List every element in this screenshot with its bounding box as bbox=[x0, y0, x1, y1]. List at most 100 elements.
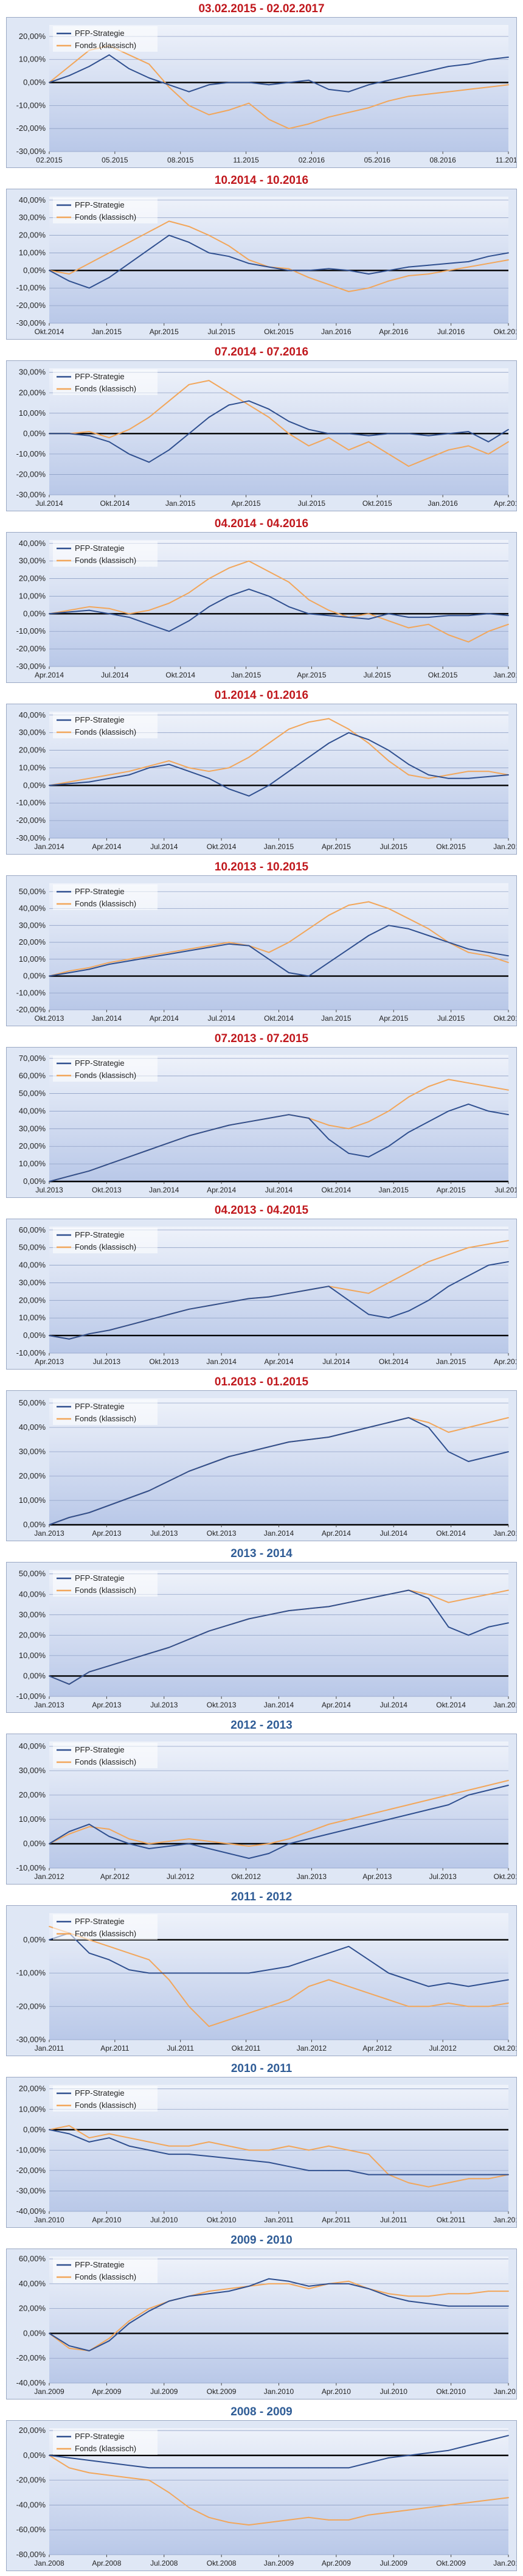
data-point bbox=[248, 1451, 250, 1452]
data-point bbox=[508, 441, 509, 443]
legend-box bbox=[53, 541, 158, 567]
series-line-pfp-strategie bbox=[49, 400, 509, 463]
data-point bbox=[248, 102, 250, 104]
chart-panel: 2008 - 2009 20,00% 0,00% -20,00% -40,00% -60,… bbox=[0, 2404, 523, 2574]
x-tick-label: Okt.2013 bbox=[207, 1701, 237, 1709]
x-tick-label: Jan.2016 bbox=[493, 842, 516, 851]
data-point bbox=[228, 1972, 230, 1974]
data-point bbox=[368, 1314, 370, 1315]
y-tick-label: -30,00% bbox=[16, 490, 46, 499]
data-point bbox=[168, 1972, 170, 1974]
data-point bbox=[288, 1999, 289, 2001]
x-tick-label: Jan.2011 bbox=[35, 2044, 64, 2053]
data-point bbox=[428, 1594, 429, 1595]
data-point bbox=[448, 1079, 449, 1080]
data-point bbox=[508, 615, 509, 617]
data-point bbox=[428, 1086, 429, 1087]
series-line-pfp-strategie bbox=[49, 1785, 509, 1859]
data-point bbox=[128, 774, 130, 775]
data-point bbox=[508, 1114, 509, 1116]
series-line-fonds-klassisch bbox=[49, 560, 509, 643]
data-point bbox=[468, 1634, 469, 1636]
data-point bbox=[388, 620, 389, 621]
series-line-pfp-strategie bbox=[49, 1589, 509, 1685]
data-point bbox=[248, 945, 250, 947]
x-tick-label: Jul.2016 bbox=[437, 327, 465, 336]
y-tick-label: 20,00% bbox=[19, 1141, 46, 1150]
x-tick-label: Apr.2010 bbox=[92, 2216, 121, 2224]
y-tick-label: 50,00% bbox=[19, 1569, 46, 1578]
legend-label: PFP-Strategie bbox=[75, 1059, 125, 1068]
data-point bbox=[428, 2174, 429, 2175]
data-point bbox=[407, 433, 409, 435]
data-point bbox=[488, 256, 490, 257]
y-tick-label: 50,00% bbox=[19, 1089, 46, 1098]
y-tick-label: 0,00% bbox=[23, 780, 46, 789]
data-point bbox=[128, 1838, 130, 1839]
x-tick-label: Jul.2014 bbox=[207, 1014, 235, 1023]
chart-title: 10.2013 - 10.2015 bbox=[214, 861, 309, 873]
series-line-pfp-strategie bbox=[49, 2278, 508, 2351]
data-point bbox=[188, 767, 190, 769]
data-point bbox=[508, 252, 509, 254]
x-tick-label: Okt.2015 bbox=[362, 499, 392, 508]
data-point bbox=[228, 245, 230, 247]
data-point bbox=[228, 256, 230, 257]
data-point bbox=[468, 88, 469, 90]
data-point bbox=[288, 82, 289, 83]
data-point bbox=[208, 2026, 210, 2028]
data-point bbox=[348, 2519, 350, 2521]
data-point bbox=[488, 2178, 490, 2180]
data-point bbox=[168, 1979, 170, 1981]
chart-panel: 2012 - 2013 40,00% 30,00% 20,00% 10,00% 0,00%… bbox=[0, 1718, 523, 1887]
data-point bbox=[328, 433, 330, 435]
chart-frame: 50,00% 40,00% 30,00% 20,00% 10,00% 0,00% -10,0… bbox=[6, 875, 517, 1026]
data-point bbox=[228, 1624, 230, 1626]
data-point bbox=[388, 2457, 389, 2459]
y-tick-label: 50,00% bbox=[19, 1243, 46, 1252]
legend-label: Fonds (klassisch) bbox=[75, 41, 136, 50]
x-tick-label: Apr.2014 bbox=[150, 1014, 179, 1023]
data-point bbox=[49, 2333, 50, 2334]
data-point bbox=[108, 441, 110, 443]
data-point bbox=[328, 88, 330, 90]
data-point bbox=[308, 270, 310, 271]
data-point bbox=[508, 623, 509, 625]
chart-panel: 03.02.2015 - 02.02.2017 20,00% 10,00% 0,00%… bbox=[0, 1, 523, 170]
x-tick-label: 08.2015 bbox=[167, 156, 194, 164]
data-point bbox=[228, 2288, 230, 2289]
x-tick-label: Jul.2015 bbox=[380, 842, 408, 851]
data-point bbox=[128, 1843, 130, 1844]
y-tick-label: 10,00% bbox=[19, 1159, 46, 1168]
data-point bbox=[148, 63, 150, 65]
chart-panel: 2010 - 2011 20,00% 10,00% 0,00% -10,00% -20,0… bbox=[0, 2061, 523, 2230]
x-tick-label: Jan.2010 bbox=[493, 2559, 516, 2567]
legend-label: Fonds (klassisch) bbox=[75, 2101, 136, 2110]
data-point bbox=[148, 248, 150, 250]
data-point bbox=[308, 757, 310, 758]
y-tick-label: -20,00% bbox=[16, 1005, 46, 1014]
data-point bbox=[188, 771, 190, 772]
chart-frame: 50,00% 40,00% 30,00% 20,00% 10,00% 0,00% Jan.2… bbox=[6, 1390, 517, 1541]
data-point bbox=[288, 1965, 289, 1967]
data-point bbox=[428, 70, 429, 72]
data-point bbox=[488, 453, 490, 455]
data-point bbox=[388, 433, 389, 435]
y-tick-label: 0,00% bbox=[23, 2451, 46, 2460]
data-point bbox=[428, 1427, 429, 1428]
data-point bbox=[208, 578, 210, 579]
data-point bbox=[508, 259, 509, 261]
series-line-pfp-strategie bbox=[49, 588, 509, 632]
x-tick-label: Okt.2014 bbox=[264, 1014, 294, 1023]
x-tick-label: Jan.2015 bbox=[231, 671, 262, 679]
chart-title: 01.2014 - 01.2016 bbox=[214, 689, 309, 702]
legend-label: Fonds (klassisch) bbox=[75, 1414, 136, 1423]
data-point bbox=[368, 1427, 370, 1428]
data-point bbox=[388, 1282, 389, 1284]
x-tick-label: Jan.2015 bbox=[321, 1014, 352, 1023]
chart-frame: 40,00% 30,00% 20,00% 10,00% 0,00% -10,00% -20,… bbox=[6, 532, 517, 683]
data-point bbox=[448, 2293, 449, 2295]
legend-box bbox=[53, 1743, 158, 1768]
data-point bbox=[407, 2509, 409, 2511]
data-point bbox=[128, 1156, 130, 1158]
